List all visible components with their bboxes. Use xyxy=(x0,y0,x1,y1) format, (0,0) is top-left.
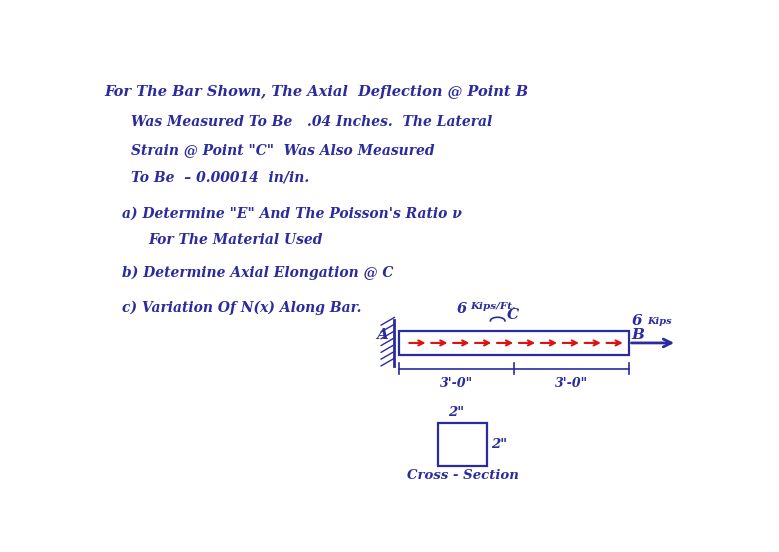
Bar xyxy=(399,331,629,355)
Text: 6: 6 xyxy=(632,315,643,328)
Text: For The Bar Shown, The Axial  Deflection @ Point B: For The Bar Shown, The Axial Deflection … xyxy=(104,86,529,99)
Text: 6: 6 xyxy=(456,302,467,316)
Text: a) Determine "E" And The Poisson's Ratio ν: a) Determine "E" And The Poisson's Ratio… xyxy=(122,206,461,220)
Text: b) Determine Axial Elongation @ C: b) Determine Axial Elongation @ C xyxy=(122,266,393,280)
Text: Kips/Ft.: Kips/Ft. xyxy=(471,302,516,311)
Text: Was Measured To Be   .04 Inches.  The Lateral: Was Measured To Be .04 Inches. The Later… xyxy=(131,115,492,129)
Text: A: A xyxy=(376,328,389,342)
Text: Kips: Kips xyxy=(647,316,671,326)
Text: 2": 2" xyxy=(491,438,507,451)
Text: 3'-0": 3'-0" xyxy=(555,376,588,390)
Text: Cross - Section: Cross - Section xyxy=(407,469,519,482)
Text: To Be  – 0.00014  in/in.: To Be – 0.00014 in/in. xyxy=(131,171,308,184)
Bar xyxy=(439,423,487,466)
Text: c) Variation Of N(x) Along Bar.: c) Variation Of N(x) Along Bar. xyxy=(122,301,361,315)
Text: Strain @ Point "C"  Was Also Measured: Strain @ Point "C" Was Also Measured xyxy=(131,143,434,157)
Text: For The Material Used: For The Material Used xyxy=(149,233,323,247)
Text: C: C xyxy=(506,308,519,322)
Text: 2": 2" xyxy=(449,406,464,419)
Text: 3'-0": 3'-0" xyxy=(440,376,473,390)
Text: B: B xyxy=(631,328,644,342)
